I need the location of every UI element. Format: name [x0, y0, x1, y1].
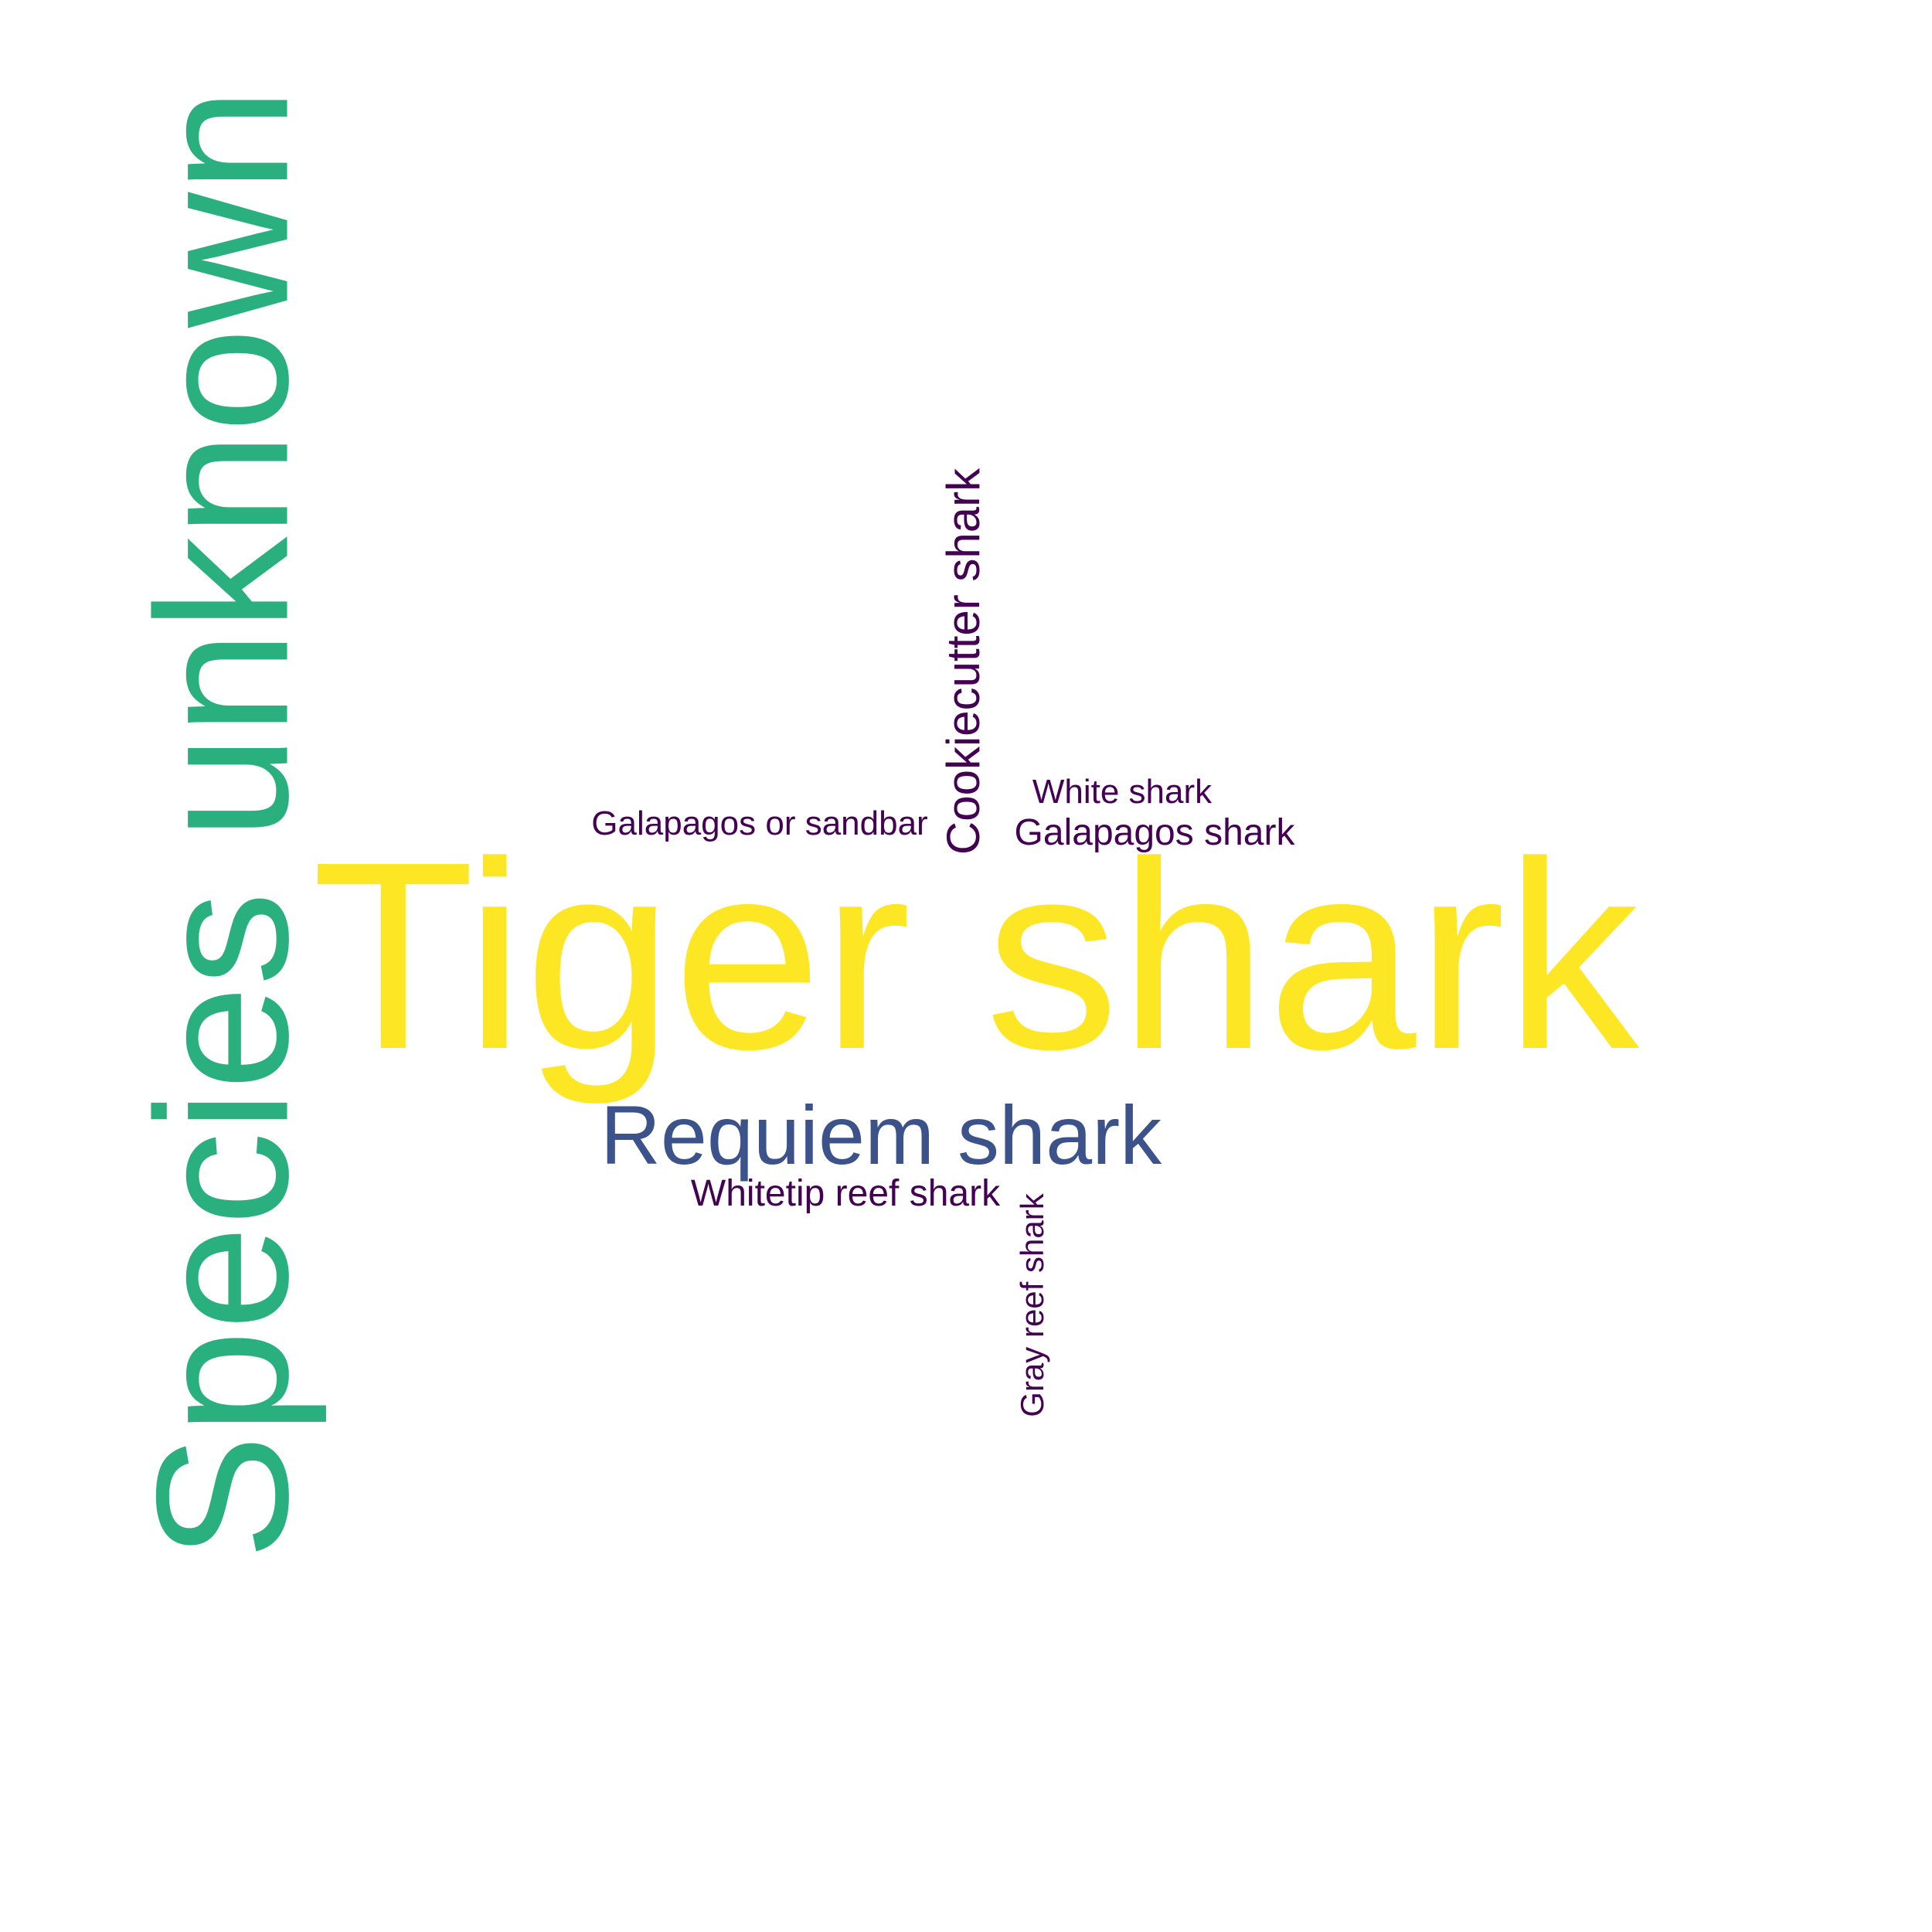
word-species-unknown: Species unknown [117, 87, 328, 1560]
word-requiem-shark: Requiem shark [600, 1088, 1162, 1182]
word-gray-reef-shark: Gray reef shark [1014, 1193, 1050, 1417]
word-whitetip-reef-shark: Whitetip reef shark [690, 1173, 1001, 1214]
word-cookiecutter-shark: Cookiecutter shark [937, 468, 989, 855]
word-white-shark: White shark [1032, 773, 1213, 811]
word-galapagos-shark: Galapagos shark [1014, 812, 1295, 853]
word-tiger-shark: Tiger shark [311, 807, 1639, 1105]
word-galapagos-or-sandbar: Galapagos or sandbar [591, 804, 928, 842]
